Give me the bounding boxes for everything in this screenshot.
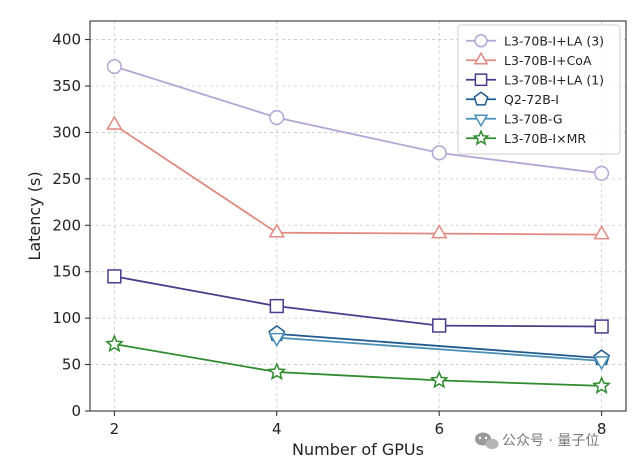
watermark-text: 公众号 · 量子位 (502, 433, 599, 449)
y-tick-label: 300 (52, 123, 81, 141)
series-line (114, 275, 602, 328)
legend-item: L3-70B-I+LA (3) (466, 33, 604, 48)
data-point (431, 224, 448, 239)
data-point (429, 370, 449, 389)
data-point (269, 298, 284, 314)
y-tick-label: 150 (52, 263, 81, 281)
series-line (113, 124, 602, 236)
data-point (268, 332, 285, 348)
data-point (106, 58, 122, 75)
data-point (594, 165, 610, 181)
legend-item: L3-70B-I×MR (466, 129, 586, 146)
x-tick-label: 4 (272, 420, 282, 438)
legend-marker (474, 34, 488, 48)
data-point (267, 362, 287, 381)
y-axis-title: Latency (s) (25, 171, 44, 260)
series-line (276, 336, 602, 362)
data-point (593, 356, 610, 371)
data-point (106, 115, 123, 130)
data-point (107, 269, 122, 284)
data-point (268, 223, 285, 238)
legend-item: L3-70B-I+CoA (466, 51, 592, 68)
data-point (104, 334, 124, 353)
series-line (114, 343, 602, 387)
x-tick-label: 2 (110, 420, 120, 438)
legend-label: L3-70B-I+LA (1) (504, 72, 604, 87)
data-point (593, 225, 610, 240)
y-tick-label: 0 (71, 402, 81, 420)
data-point (592, 375, 612, 394)
y-tick-label: 400 (52, 31, 81, 49)
legend-item: L3-70B-G (466, 111, 563, 128)
x-tick-label: 6 (434, 420, 444, 438)
y-tick-label: 250 (52, 170, 81, 188)
data-point (431, 145, 447, 161)
legend-marker (473, 91, 489, 106)
series-5 (104, 334, 612, 394)
legend-label: L3-70B-I+LA (3) (504, 33, 604, 48)
legend-label: L3-70B-I+CoA (504, 53, 592, 68)
legend-label: L3-70B-G (504, 111, 563, 126)
y-tick-label: 50 (62, 356, 81, 374)
legend-label: L3-70B-I×MR (504, 131, 586, 146)
legend-marker (474, 73, 488, 87)
y-tick-label: 200 (52, 216, 81, 234)
legend-marker (472, 129, 490, 146)
legend-label: Q2-72B-I (504, 92, 559, 107)
y-tick-label: 100 (52, 309, 81, 327)
data-point (594, 319, 609, 334)
legend-item: Q2-72B-I (466, 91, 559, 107)
legend-marker (473, 114, 489, 128)
legend-item: L3-70B-I+LA (1) (466, 72, 604, 87)
plot-frame (89, 20, 627, 412)
series-line (114, 65, 602, 175)
data-point (432, 318, 447, 333)
series-4 (268, 332, 610, 371)
wechat-icon (475, 432, 499, 450)
y-tick-label: 350 (52, 77, 81, 95)
x-axis-title: Number of GPUs (292, 440, 424, 459)
series-1 (106, 115, 610, 240)
series-2 (107, 269, 609, 334)
series-line (276, 333, 602, 359)
watermark: 公众号 · 量子位 (475, 432, 599, 450)
legend-box (457, 24, 621, 155)
legend: L3-70B-I+LA (3) L3-70B-I+CoA L3-70B-I+LA (… (457, 24, 621, 155)
series-0 (106, 58, 610, 181)
x-tick-label: 8 (597, 420, 607, 438)
axes: 2 4 6 8 0 50 100 150 200 250 300 350 400 (52, 31, 606, 438)
series-layer (104, 58, 612, 394)
data-point (269, 110, 285, 126)
legend-marker (473, 51, 489, 65)
